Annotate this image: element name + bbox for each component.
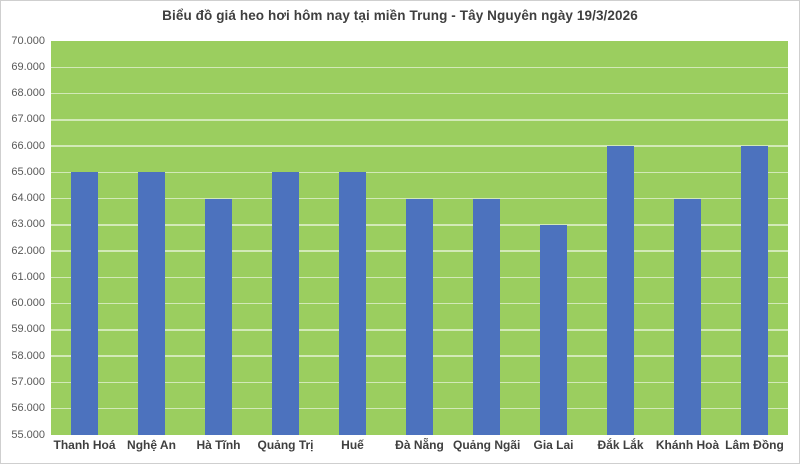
- y-tick-label: 60.000: [11, 297, 45, 310]
- gridline: [51, 119, 788, 121]
- y-tick-label: 62.000: [11, 244, 45, 257]
- y-tick-label: 63.000: [11, 218, 45, 231]
- y-tick-label: 67.000: [11, 113, 45, 126]
- bar-Hà Tĩnh: [205, 198, 232, 435]
- x-axis-label: Hà Tĩnh: [196, 438, 241, 452]
- y-tick-label: 64.000: [11, 192, 45, 205]
- x-axis-label: Nghệ An: [127, 438, 176, 452]
- y-tick-label: 65.000: [11, 165, 45, 178]
- bar-Thanh Hoá: [71, 172, 98, 435]
- bar-Đắk Lắk: [607, 146, 634, 435]
- y-tick-label: 59.000: [11, 323, 45, 336]
- gridline: [51, 197, 788, 200]
- bar-Lâm Đồng: [741, 146, 768, 435]
- x-axis-label: Đà Nẵng: [395, 438, 444, 452]
- bar-Quảng Trị: [272, 172, 299, 435]
- gridline: [51, 66, 788, 69]
- x-axis-label: Lâm Đồng: [725, 438, 784, 452]
- y-tick-label: 57.000: [11, 375, 45, 388]
- y-tick-label: 55.000: [11, 428, 45, 441]
- x-axis-label: Huế: [341, 438, 364, 452]
- bar-Nghệ An: [138, 172, 165, 435]
- gridline: [51, 92, 788, 95]
- x-axis-label: Quảng Trị: [257, 438, 314, 452]
- y-tick-label: 70.000: [11, 34, 45, 47]
- x-axis-label: Đắk Lắk: [597, 438, 644, 452]
- x-axis-label: Gia Lai: [533, 438, 574, 452]
- bar-Khánh Hoà: [674, 198, 701, 435]
- gridline: [51, 171, 788, 174]
- bar-Huế: [339, 172, 366, 435]
- gridline: [51, 145, 788, 147]
- y-tick-label: 56.000: [11, 402, 45, 415]
- y-tick-label: 58.000: [11, 349, 45, 362]
- x-axis-label: Thanh Hoá: [53, 438, 116, 452]
- bar-Gia Lai: [540, 224, 567, 435]
- plot-area: [51, 41, 788, 435]
- y-tick-label: 68.000: [11, 87, 45, 100]
- x-axis-label: Quảng Ngãi: [453, 438, 521, 452]
- x-axis-label: Khánh Hoà: [655, 438, 720, 452]
- bar-Quảng Ngãi: [473, 198, 500, 435]
- y-tick-label: 61.000: [11, 270, 45, 283]
- y-tick-label: 66.000: [11, 139, 45, 152]
- y-tick-label: 69.000: [11, 60, 45, 73]
- bar-Đà Nẵng: [406, 198, 433, 435]
- chart-title: Biểu đồ giá heo hơi hôm nay tại miền Tru…: [162, 8, 638, 23]
